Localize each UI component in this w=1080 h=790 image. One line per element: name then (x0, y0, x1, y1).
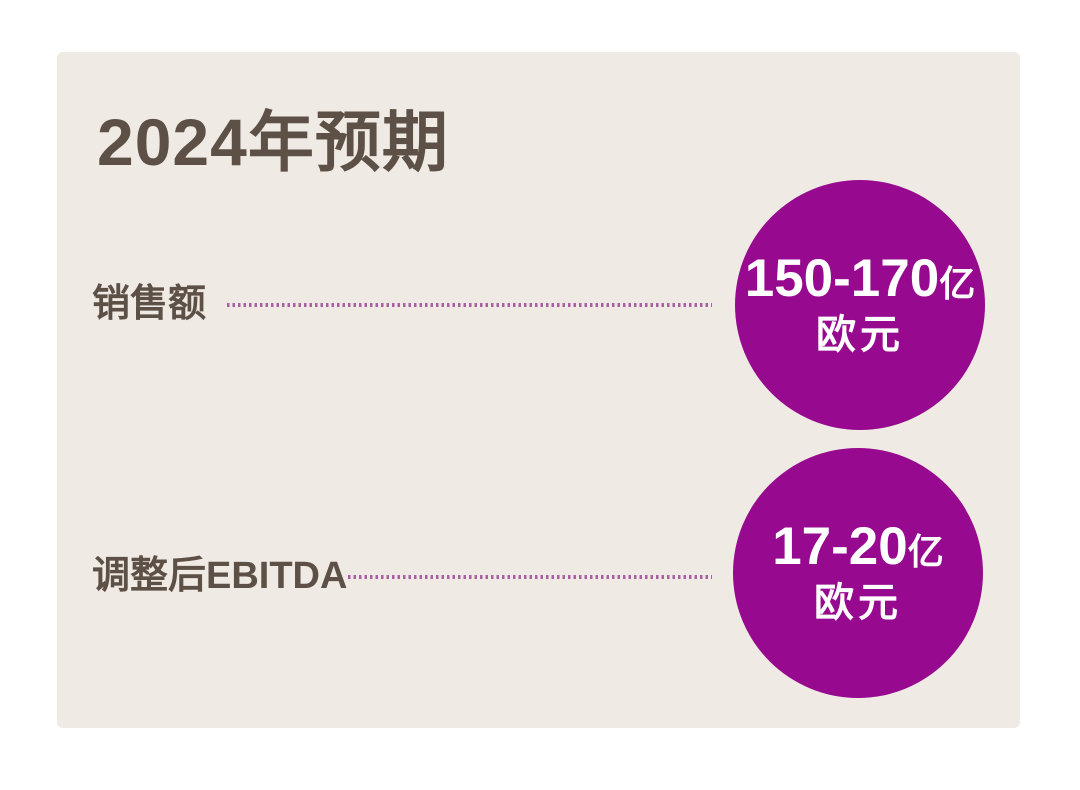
value-main-sales: 150-170 (744, 249, 940, 309)
value-currency-ebitda: 欧元 (814, 580, 902, 625)
value-circle-ebitda: 17-20亿 欧元 (733, 448, 983, 698)
value-line-sales: 150-170亿 (745, 251, 976, 307)
value-line-ebitda: 17-20亿 (772, 519, 944, 575)
row-label-sales: 销售额 (92, 283, 207, 325)
page-title: 2024年预期 (97, 105, 449, 179)
value-unit-sales: 亿 (939, 263, 976, 305)
value-circle-sales: 150-170亿 欧元 (735, 180, 985, 430)
forecast-card: 2024年预期 销售额 150-170亿 欧元 调整后EBITDA 17-20亿… (57, 52, 1020, 728)
value-main-ebitda: 17-20 (772, 517, 908, 577)
value-currency-sales: 欧元 (816, 312, 904, 357)
row-label-ebitda: 调整后EBITDA (92, 555, 348, 597)
value-unit-ebitda: 亿 (907, 531, 944, 573)
leader-dotted-line-ebitda (348, 575, 712, 579)
leader-dotted-line-sales (227, 303, 712, 307)
